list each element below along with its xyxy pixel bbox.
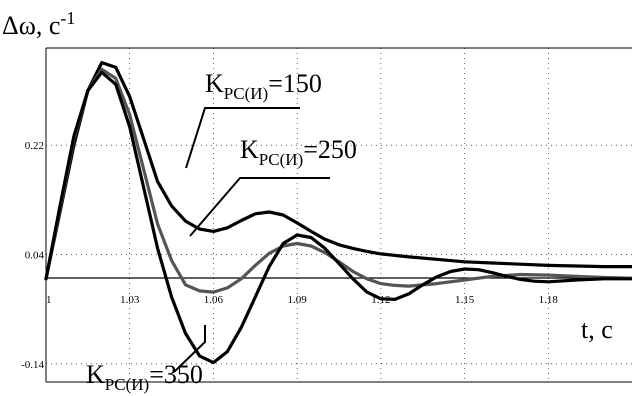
series-label-150-main: K xyxy=(205,69,224,98)
series-line-1 xyxy=(44,67,632,294)
x-tick-label: 1.18 xyxy=(539,294,559,306)
x-tick-label: 1.15 xyxy=(455,294,475,306)
x-axis-label: t, с xyxy=(581,315,613,344)
y-tick-label: 0.04 xyxy=(25,249,45,261)
x-tick-label: 1.09 xyxy=(288,294,308,306)
series-leaders xyxy=(173,107,330,373)
x-tick-label: 1.06 xyxy=(204,294,224,306)
tick-labels: 1 1.03 1.06 1.09 1.12 1.15 1.180.220.04-0.14 xyxy=(21,140,558,371)
series-label-250: KPC(И)=250 xyxy=(240,135,357,169)
series-label-350: KPC(И)=350 xyxy=(86,360,203,394)
y-axis-label: Δω, с-1 xyxy=(2,8,75,40)
leader-line-250 xyxy=(189,177,330,237)
leader-line-350 xyxy=(173,325,206,373)
series-line-2 xyxy=(44,70,632,365)
y-tick-label: -0.14 xyxy=(21,359,44,371)
series-line-0 xyxy=(44,61,632,281)
x-tick-label: 1 xyxy=(46,294,52,306)
series-label-250-main: K xyxy=(240,135,259,164)
x-tick-label: 1.03 xyxy=(120,294,140,306)
series-label-250-value: =250 xyxy=(303,135,357,164)
series-label-150-sub: PC(И) xyxy=(224,84,268,103)
series-label-150-value: =150 xyxy=(268,69,322,98)
y-tick-label: 0.22 xyxy=(25,140,44,152)
leader-line-150 xyxy=(185,107,300,169)
axes xyxy=(45,47,632,383)
grid xyxy=(46,48,632,382)
y-axis-label-superscript: -1 xyxy=(60,8,75,28)
series-label-350-sub: PC(И) xyxy=(105,375,149,394)
series-label-350-main: K xyxy=(86,360,105,389)
series-label-150: KPC(И)=150 xyxy=(205,69,322,103)
series-label-250-sub: PC(И) xyxy=(259,150,303,169)
y-axis-label-main: Δω, с xyxy=(2,11,60,40)
series-lines xyxy=(44,61,632,365)
series-label-350-value: =350 xyxy=(149,360,203,389)
